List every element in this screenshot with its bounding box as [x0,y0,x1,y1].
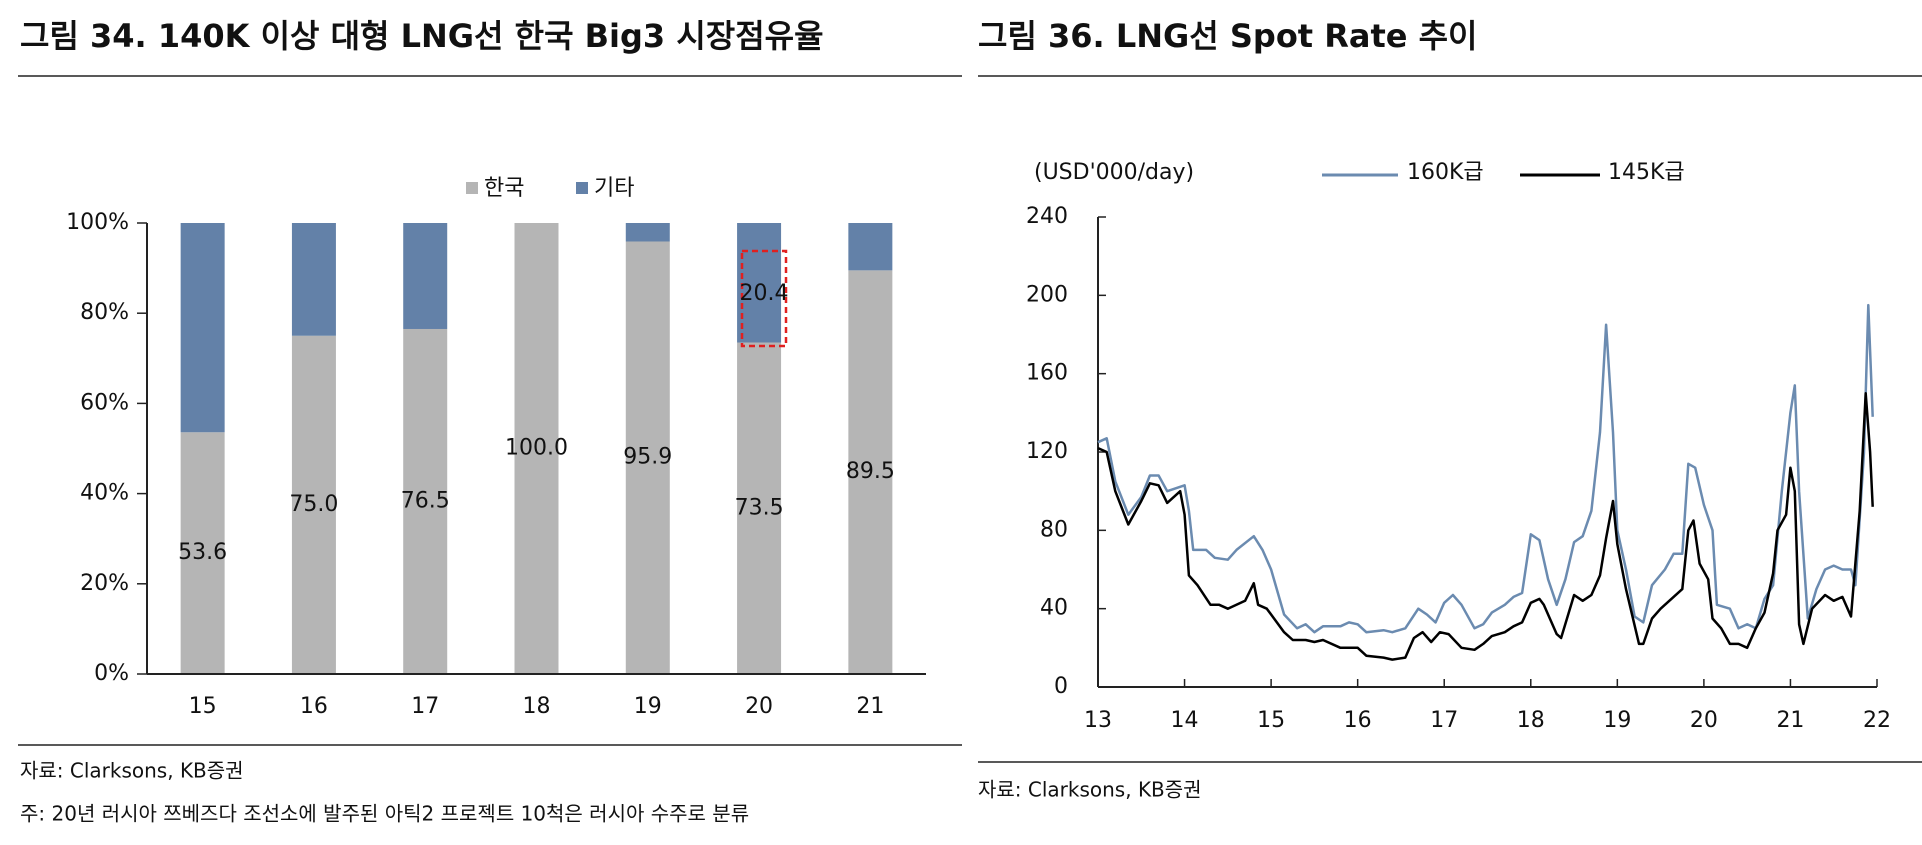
x-tick-label: 19 [1603,708,1631,733]
legend-label: 160K급 [1407,160,1484,185]
bar-segment [403,328,448,674]
y-tick-label: 0 [1054,674,1068,699]
y-tick-label: 80 [1040,517,1068,542]
bar-segment [180,432,225,674]
bar-segment [514,223,559,674]
legend-label: 기타 [594,176,634,201]
y-tick-label: 200 [1026,282,1068,307]
y-tick-label: 0% [94,661,129,686]
data-label: 89.5 [846,459,895,484]
highlight-box [740,249,788,348]
bar-segment [180,223,225,433]
legend-label: 145K급 [1608,160,1685,185]
x-tick-label: 19 [634,694,662,719]
bar-segment [848,270,893,674]
y-tick-label: 80% [80,300,129,325]
y-tick-label: 20% [80,571,129,596]
data-label: 73.5 [735,495,784,520]
source: 자료: Clarksons, KB증권 [978,778,1202,802]
x-tick-label: 21 [1776,708,1804,733]
data-label: 76.5 [401,488,450,513]
y-tick-label: 100% [66,210,129,235]
x-tick-label: 20 [1690,708,1718,733]
x-tick-label: 15 [1257,708,1285,733]
y-tick-label: 120 [1026,439,1068,464]
bar-segment [848,223,893,271]
series-line [1097,303,1874,634]
bar-segment [625,223,670,242]
legend-label: 한국 [484,176,524,201]
bar-segment [291,335,336,674]
y-axis-label: (USD'000/day) [1034,160,1194,185]
x-tick-label: 20 [745,694,773,719]
chart-title: 그림 36. LNG선 Spot Rate 추이 [978,17,1478,55]
x-tick-label: 17 [411,694,439,719]
x-tick-label: 13 [1084,708,1112,733]
x-tick-label: 18 [1517,708,1545,733]
x-tick-label: 16 [1344,708,1372,733]
note: 주: 20년 러시아 쯔베즈다 조선소에 발주된 아틱2 프로젝트 10척은 러… [20,802,749,826]
annotation: 20.4 [740,281,789,306]
y-tick-label: 40 [1040,596,1068,621]
data-label: 100.0 [505,436,568,461]
x-tick-label: 22 [1863,708,1891,733]
y-tick-label: 60% [80,390,129,415]
data-label: 75.0 [289,492,338,517]
series-line [1097,392,1874,661]
x-tick-label: 17 [1430,708,1458,733]
bar-segment [403,223,448,329]
y-tick-label: 40% [80,481,129,506]
chart-title: 그림 34. 140K 이상 대형 LNG선 한국 Big3 시장점유율 [20,17,824,55]
y-tick-label: 240 [1026,204,1068,229]
bar-segment [291,223,336,336]
legend-swatch [576,182,588,194]
bar-segment [737,342,782,674]
x-tick-label: 14 [1171,708,1199,733]
bar-segment [625,241,670,674]
x-tick-label: 18 [523,694,551,719]
legend-swatch [466,182,478,194]
y-tick-label: 160 [1026,361,1068,386]
data-label: 95.9 [623,445,672,470]
bar-segment [737,223,782,343]
x-tick-label: 21 [856,694,884,719]
data-label: 53.6 [178,540,227,565]
x-tick-label: 16 [300,694,328,719]
x-tick-label: 15 [189,694,217,719]
source: 자료: Clarksons, KB증권 [20,759,244,783]
